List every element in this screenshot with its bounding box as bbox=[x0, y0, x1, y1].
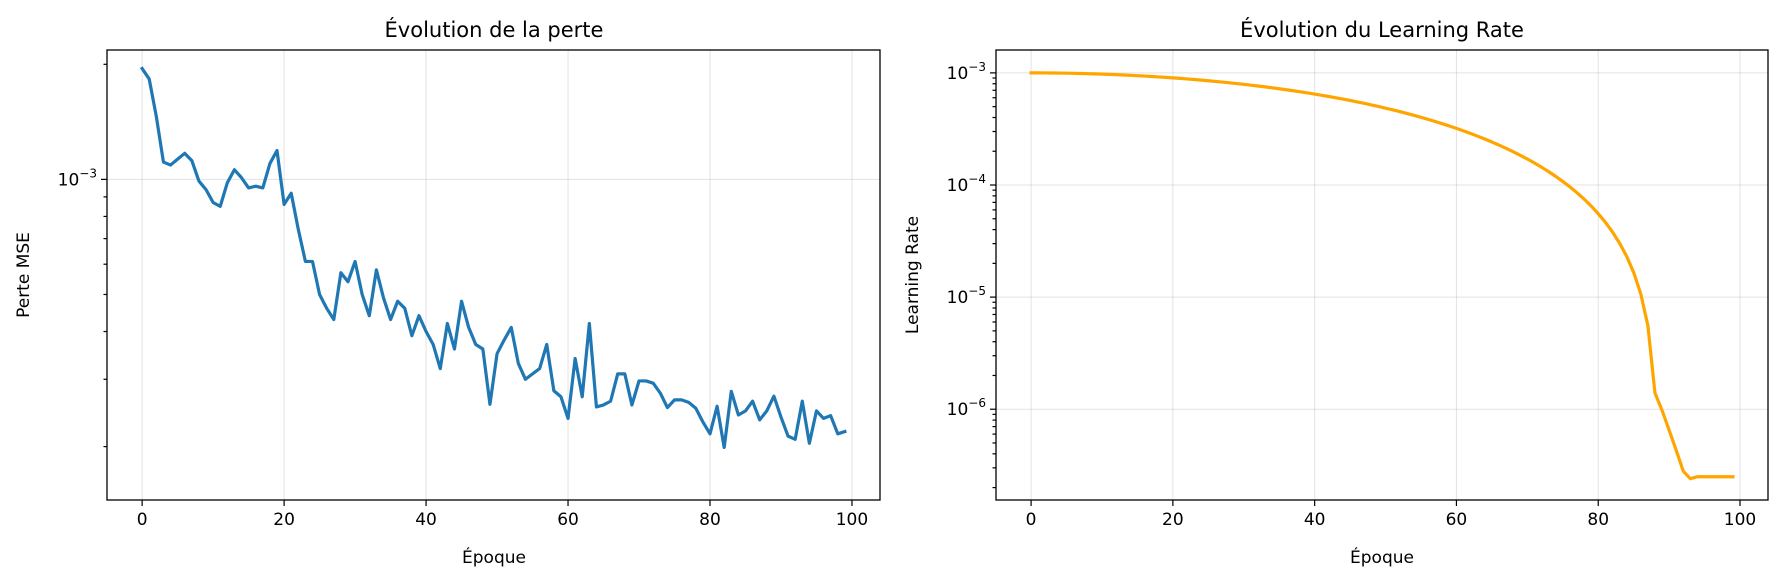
learning-rate-x-axis-label: Époque bbox=[1350, 546, 1414, 568]
loss-x-axis-label: Époque bbox=[462, 546, 526, 568]
loss-chart-title: Évolution de la perte bbox=[385, 17, 604, 42]
x-tick-label: 100 bbox=[836, 510, 868, 530]
y-tick-label: 10−6 bbox=[947, 396, 986, 420]
y-tick-label: 10−5 bbox=[947, 284, 986, 308]
learning-rate-chart-title: Évolution du Learning Rate bbox=[1240, 17, 1524, 42]
x-tick-label: 60 bbox=[557, 510, 579, 530]
y-tick-label: 10−4 bbox=[947, 172, 986, 196]
learning-rate-chart: Évolution du Learning Rate 0 20 40 60 80 100 … bbox=[903, 17, 1769, 568]
loss-y-axis-ticks: 10−3 bbox=[58, 63, 107, 448]
y-tick-label: 10−3 bbox=[947, 60, 986, 84]
learning-rate-y-axis-ticks: 10−3 10−4 10−5 10−6 bbox=[947, 60, 996, 489]
loss-plot-frame bbox=[106, 49, 881, 501]
loss-series bbox=[139, 66, 847, 450]
loss-y-axis-label: Perte MSE bbox=[14, 232, 34, 318]
loss-line bbox=[139, 66, 847, 450]
x-tick-label: 80 bbox=[699, 510, 721, 530]
x-tick-label: 80 bbox=[1587, 510, 1609, 530]
learning-rate-y-axis-label: Learning Rate bbox=[903, 216, 923, 334]
learning-rate-series bbox=[1029, 71, 1735, 481]
x-tick-label: 60 bbox=[1446, 510, 1468, 530]
y-tick-label: 10−3 bbox=[58, 166, 97, 190]
loss-x-axis-ticks: 0 20 40 60 80 100 bbox=[137, 500, 868, 530]
x-tick-label: 0 bbox=[1026, 510, 1037, 530]
x-tick-label: 20 bbox=[273, 510, 295, 530]
x-tick-label: 100 bbox=[1724, 510, 1756, 530]
loss-grid bbox=[107, 50, 880, 500]
learning-rate-x-axis-ticks: 0 20 40 60 80 100 bbox=[1026, 500, 1756, 530]
x-tick-label: 40 bbox=[1304, 510, 1326, 530]
learning-rate-plot-frame bbox=[995, 49, 1769, 501]
loss-chart: Évolution de la perte 0 20 40 60 80 100 10−3 … bbox=[14, 17, 881, 568]
learning-rate-grid bbox=[996, 50, 1768, 500]
x-tick-label: 20 bbox=[1162, 510, 1184, 530]
x-tick-label: 0 bbox=[137, 510, 148, 530]
x-tick-label: 40 bbox=[415, 510, 437, 530]
learning-rate-line bbox=[1029, 71, 1735, 481]
